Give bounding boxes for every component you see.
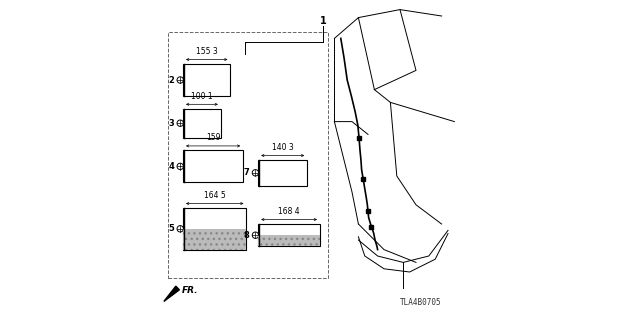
Polygon shape [164,286,179,301]
Text: 4: 4 [168,162,174,171]
Text: 3: 3 [169,119,174,128]
Text: TLA4B0705: TLA4B0705 [400,298,442,307]
Text: 1: 1 [320,16,326,26]
Text: 168 4: 168 4 [278,207,300,216]
Text: 164 5: 164 5 [204,191,225,200]
Text: 155 3: 155 3 [196,47,218,56]
Text: FR.: FR. [182,286,198,295]
Text: 159: 159 [206,133,220,142]
Text: 140 3: 140 3 [272,143,294,152]
Text: 100 1: 100 1 [191,92,212,101]
Text: 5: 5 [168,224,174,233]
Text: 7: 7 [244,168,250,177]
Text: 2: 2 [168,76,174,84]
FancyBboxPatch shape [259,235,320,246]
FancyBboxPatch shape [183,229,246,250]
Text: 8: 8 [244,231,250,240]
